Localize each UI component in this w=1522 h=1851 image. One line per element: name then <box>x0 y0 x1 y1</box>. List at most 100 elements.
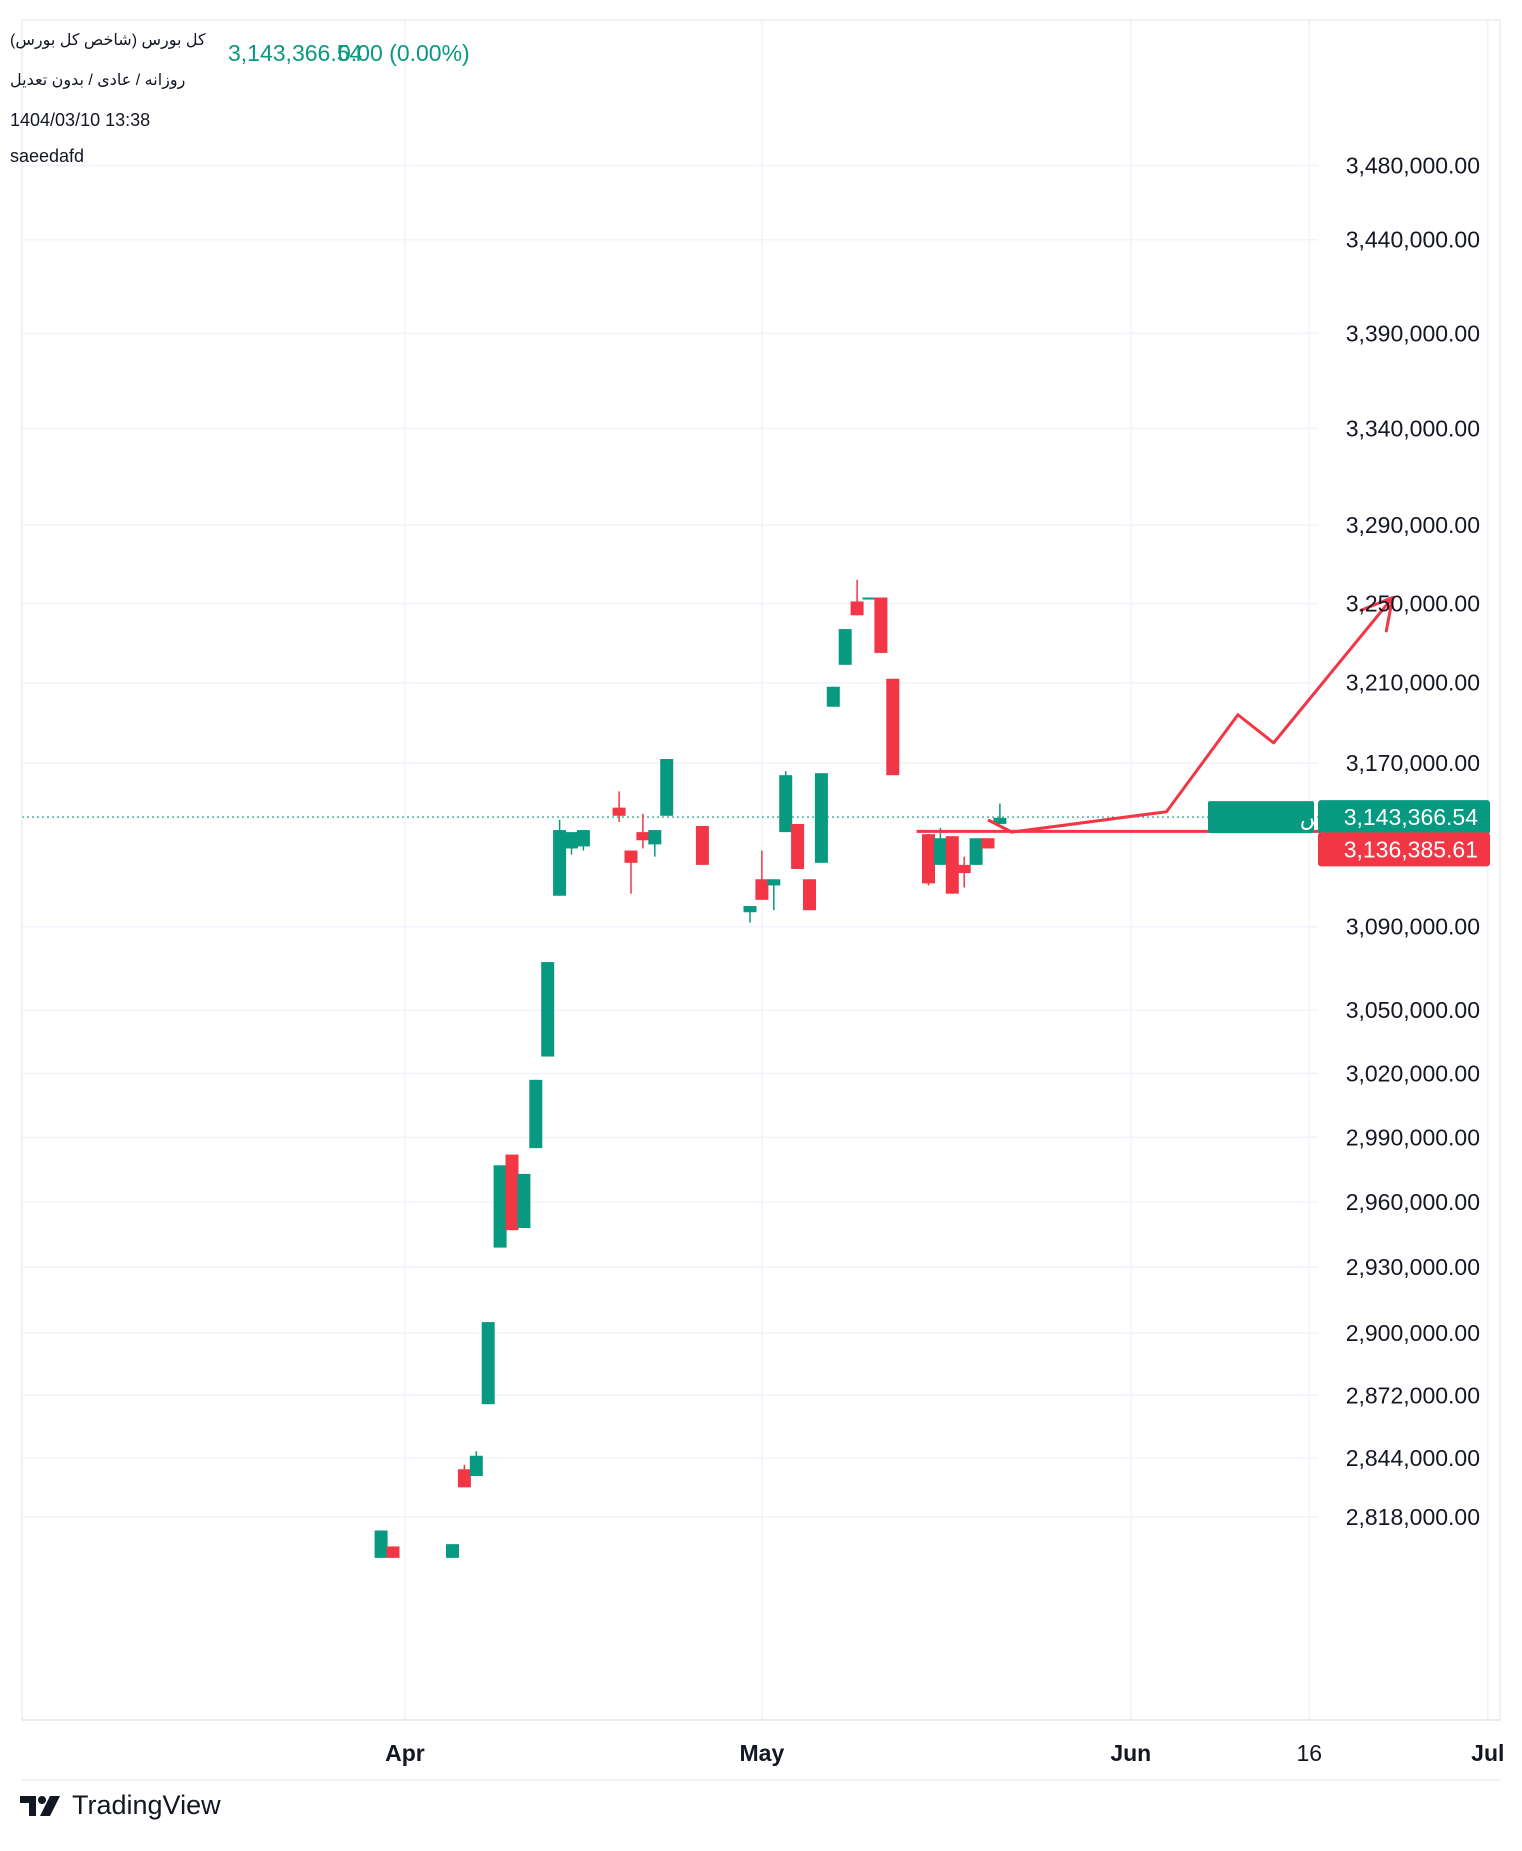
candle-body <box>457 1469 471 1488</box>
candle-down <box>624 850 638 894</box>
level-price-text: 3,136,385.61 <box>1344 836 1478 862</box>
candle-down <box>803 879 816 911</box>
candle-up <box>469 1451 483 1477</box>
candle-body <box>386 1546 400 1558</box>
y-tick-label: 2,960,000.00 <box>1346 1189 1480 1215</box>
candle-up <box>743 906 757 923</box>
candle-body <box>922 834 935 884</box>
candle-body <box>624 850 638 863</box>
candle-body <box>565 832 578 849</box>
drawings-layer[interactable] <box>916 596 1395 834</box>
candle-up <box>446 1544 459 1558</box>
candle-body <box>493 1165 507 1248</box>
candle-up <box>553 819 567 896</box>
y-tick-label: 2,872,000.00 <box>1346 1382 1480 1408</box>
last-price-text: 3,143,366.54 <box>1344 804 1479 830</box>
candle-down <box>636 813 650 849</box>
candle-body <box>862 597 876 600</box>
candle-up <box>374 1530 388 1558</box>
candle-up <box>779 771 793 833</box>
author-label: saeedafd <box>10 146 85 166</box>
chart-grid <box>22 20 1489 1720</box>
candle-up <box>862 597 876 600</box>
candle-down <box>612 791 626 822</box>
x-tick-label: Apr <box>385 1740 425 1766</box>
candle-down <box>386 1546 400 1558</box>
candle-body <box>814 773 828 863</box>
y-tick-label: 3,250,000.00 <box>1346 590 1480 616</box>
y-tick-label: 3,170,000.00 <box>1346 750 1480 776</box>
time-axis[interactable]: Apr May Jun 16 Jul <box>385 1740 1504 1766</box>
timeframe-label: روزانه / عادی / بدون تعدیل <box>10 72 186 89</box>
last-price-legend: 3,143,366.54 <box>228 40 363 66</box>
candle-body <box>945 836 959 894</box>
x-tick-label: 16 <box>1297 1740 1323 1766</box>
candle-up <box>814 773 828 863</box>
x-tick-label: May <box>740 1740 785 1766</box>
candle-down <box>850 579 864 616</box>
x-tick-label: Jun <box>1110 1740 1151 1766</box>
candle-body <box>541 962 555 1057</box>
y-tick-label: 2,844,000.00 <box>1346 1445 1480 1471</box>
tradingview-brand[interactable]: TradingView <box>20 1790 221 1821</box>
candle-up <box>993 803 1007 824</box>
candle-body <box>529 1079 543 1149</box>
candle-body <box>517 1173 531 1229</box>
y-tick-label: 3,210,000.00 <box>1346 670 1480 696</box>
chart-border <box>21 19 1501 1721</box>
candle-up <box>933 828 947 865</box>
candle-body <box>791 823 805 869</box>
candle-up <box>517 1173 531 1229</box>
datetime-label: 1404/03/10 13:38 <box>10 110 151 130</box>
y-tick-label: 3,050,000.00 <box>1346 997 1480 1023</box>
candle-down <box>755 850 769 900</box>
candle-body <box>505 1154 519 1231</box>
brand-name: TradingView <box>72 1790 221 1820</box>
candle-down <box>886 678 900 776</box>
candle-down <box>957 856 971 888</box>
level-price-tag: 3,136,385.61 <box>1318 832 1490 867</box>
candle-body <box>743 906 757 913</box>
candle-up <box>648 830 662 857</box>
candle-body <box>767 879 781 886</box>
candle-down <box>695 825 709 865</box>
candle-body <box>695 825 709 865</box>
candle-body <box>981 838 995 849</box>
candle-body <box>660 759 674 816</box>
level-price-bg <box>1318 832 1490 867</box>
candle-body <box>993 817 1007 824</box>
candle-body <box>803 879 816 911</box>
chart-frame <box>21 19 1501 1781</box>
candle-body <box>755 879 769 900</box>
candle-up <box>838 629 852 665</box>
candle-body <box>576 830 590 847</box>
candle-body <box>850 601 864 616</box>
candle-body <box>969 838 983 865</box>
last-price-bg <box>1318 800 1490 835</box>
y-tick-label: 2,990,000.00 <box>1346 1124 1480 1150</box>
y-tick-label: 3,340,000.00 <box>1346 416 1480 442</box>
candle-body <box>636 832 650 841</box>
candle-up <box>481 1322 495 1405</box>
candle-body <box>957 864 971 874</box>
y-tick-label: 2,900,000.00 <box>1346 1320 1480 1346</box>
candle-body <box>374 1530 388 1558</box>
candle-body <box>874 597 888 653</box>
candle-up <box>826 686 840 707</box>
candle-body <box>779 775 793 833</box>
candle-body <box>886 678 900 776</box>
candle-up <box>541 962 555 1057</box>
candle-up <box>493 1165 507 1248</box>
candle-up <box>565 832 578 855</box>
y-tick-label: 3,440,000.00 <box>1346 227 1480 253</box>
y-tick-label: 3,020,000.00 <box>1346 1060 1480 1086</box>
candle-down <box>922 834 935 886</box>
price-axis[interactable]: 3,480,000.00 3,440,000.00 3,390,000.00 3,34… <box>1346 153 1480 1530</box>
candle-down <box>874 597 888 653</box>
candle-body <box>826 686 840 707</box>
candles-layer <box>374 579 1007 1558</box>
candle-body <box>553 830 567 896</box>
candle-body <box>612 807 626 816</box>
price-labels: کل بورس3,143,366.543,136,385.61 <box>1208 800 1490 867</box>
